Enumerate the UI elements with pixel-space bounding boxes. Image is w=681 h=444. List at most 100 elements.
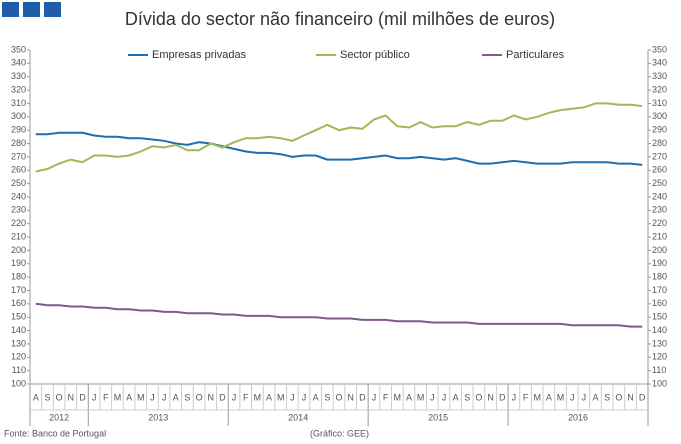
legend-label: Empresas privadas [152,49,247,61]
x-tick-label: J [512,392,517,402]
x-tick-label: N [207,392,214,402]
y-tick-label: 130 [11,338,26,348]
x-tick-label: J [162,392,167,402]
x-tick-label: F [523,392,529,402]
y-tick-label: 280 [11,138,26,148]
y-tick-label: 170 [11,285,26,295]
x-tick-label: M [557,392,565,402]
series-line [35,102,643,173]
x-tick-label: D [499,392,506,402]
x-tick-label: J [582,392,587,402]
y2-tick-label: 250 [652,178,667,188]
x-tick-label: N [68,392,75,402]
y2-tick-label: 280 [652,138,667,148]
y2-tick-label: 330 [652,71,667,81]
y-tick-label: 140 [11,325,26,335]
y2-tick-label: 120 [652,352,667,362]
x-tick-label: M [254,392,262,402]
x-tick-label: J [430,392,435,402]
y2-tick-label: 170 [652,285,667,295]
x-tick-label: A [453,392,459,402]
x-tick-label: A [33,392,39,402]
x-tick-label: J [232,392,237,402]
y-tick-label: 310 [11,98,26,108]
legend-label: Sector público [340,49,410,61]
y-tick-label: 290 [11,125,26,135]
y2-tick-label: 100 [652,378,667,388]
y2-tick-label: 200 [652,245,667,255]
y2-tick-label: 150 [652,312,667,322]
x-tick-label: N [627,392,634,402]
y-tick-label: 320 [11,84,26,94]
x-tick-label: D [639,392,646,402]
group-label: 2014 [288,412,308,422]
x-tick-label: D [359,392,366,402]
y-tick-label: 340 [11,58,26,68]
logo-square [23,2,40,17]
x-tick-label: F [243,392,249,402]
y2-tick-label: 310 [652,98,667,108]
y-tick-label: 110 [12,365,26,375]
x-tick-label: S [184,392,190,402]
y2-tick-label: 300 [652,111,667,121]
series-line [35,302,643,328]
x-tick-label: J [92,392,97,402]
y2-tick-label: 340 [652,58,667,68]
y-tick-label: 200 [11,245,26,255]
y-tick-label: 350 [11,44,26,54]
y2-tick-label: 110 [652,365,666,375]
x-tick-label: J [372,392,377,402]
x-tick-label: A [173,392,179,402]
logo-square [44,2,61,17]
y-tick-label: 250 [11,178,26,188]
y2-tick-label: 160 [652,298,667,308]
x-tick-label: O [615,392,622,402]
x-tick-label: J [442,392,447,402]
y2-tick-label: 130 [652,338,667,348]
y-tick-label: 220 [11,218,26,228]
y-tick-label: 270 [11,151,26,161]
credit: (Gráfico: GEE) [310,428,369,438]
x-tick-label: J [290,392,295,402]
group-label: 2012 [49,412,69,422]
legend-label: Particulares [506,49,565,61]
x-tick-label: J [570,392,575,402]
x-tick-label: S [324,392,330,402]
x-tick-label: M [533,392,541,402]
x-tick-label: J [150,392,155,402]
y-tick-label: 330 [11,71,26,81]
y2-tick-label: 140 [652,325,667,335]
group-label: 2013 [148,412,168,422]
x-tick-label: J [302,392,307,402]
x-tick-label: D [79,392,86,402]
y2-tick-label: 350 [652,44,667,54]
logo-square [2,2,19,17]
x-tick-label: A [266,392,272,402]
group-label: 2015 [428,412,448,422]
chart-title: Dívida do sector não financeiro (mil mil… [125,9,555,29]
y2-tick-label: 210 [652,231,667,241]
x-tick-label: F [383,392,389,402]
x-tick-label: M [137,392,145,402]
x-tick-label: A [126,392,132,402]
x-tick-label: O [475,392,482,402]
y-tick-label: 260 [11,165,26,175]
x-tick-label: S [44,392,50,402]
x-tick-label: A [406,392,412,402]
y-tick-label: 180 [11,271,26,281]
y2-tick-label: 260 [652,165,667,175]
x-tick-label: A [593,392,599,402]
y2-tick-label: 240 [652,191,667,201]
x-tick-label: A [546,392,552,402]
y-tick-label: 150 [11,312,26,322]
y2-tick-label: 180 [652,271,667,281]
y-tick-label: 300 [11,111,26,121]
y-tick-label: 230 [11,205,26,215]
y2-tick-label: 290 [652,125,667,135]
x-tick-label: S [464,392,470,402]
y2-tick-label: 190 [652,258,667,268]
x-tick-label: S [604,392,610,402]
x-tick-label: M [417,392,425,402]
y2-tick-label: 270 [652,151,667,161]
